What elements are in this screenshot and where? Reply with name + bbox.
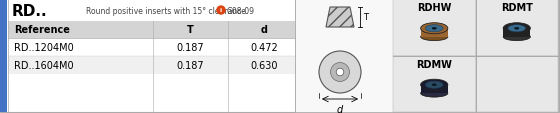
Text: G08-09: G08-09 xyxy=(227,6,255,15)
Text: d: d xyxy=(337,104,343,113)
Ellipse shape xyxy=(421,80,448,91)
Text: RDMW: RDMW xyxy=(416,59,452,69)
Circle shape xyxy=(336,69,344,76)
Ellipse shape xyxy=(508,25,526,33)
FancyBboxPatch shape xyxy=(503,29,530,37)
Text: RD..1604M0: RD..1604M0 xyxy=(14,60,73,70)
Ellipse shape xyxy=(515,28,519,30)
Text: T: T xyxy=(187,25,194,35)
FancyBboxPatch shape xyxy=(421,29,448,37)
Bar xyxy=(8,0,295,22)
FancyBboxPatch shape xyxy=(421,85,448,93)
Bar xyxy=(0,0,7,112)
Text: Reference: Reference xyxy=(14,25,70,35)
Bar xyxy=(8,39,295,56)
Text: RDMT: RDMT xyxy=(501,3,533,13)
Bar xyxy=(393,0,558,112)
Ellipse shape xyxy=(503,24,530,34)
Ellipse shape xyxy=(432,28,436,30)
Bar xyxy=(421,29,448,37)
Ellipse shape xyxy=(503,34,530,41)
Text: 0.472: 0.472 xyxy=(250,43,278,53)
Bar xyxy=(295,0,393,112)
Ellipse shape xyxy=(421,34,448,41)
Circle shape xyxy=(319,52,361,93)
Text: Round positive inserts with 15° clearance.: Round positive inserts with 15° clearanc… xyxy=(86,6,248,15)
Ellipse shape xyxy=(426,25,443,33)
Text: RD..1204M0: RD..1204M0 xyxy=(14,43,74,53)
Text: RDHW: RDHW xyxy=(417,3,451,13)
Polygon shape xyxy=(326,8,354,28)
Circle shape xyxy=(330,63,349,82)
Text: RD..: RD.. xyxy=(12,4,48,18)
Ellipse shape xyxy=(421,24,448,34)
Bar xyxy=(475,0,558,56)
Text: 0.187: 0.187 xyxy=(177,60,204,70)
Bar xyxy=(393,56,475,112)
Circle shape xyxy=(217,7,225,15)
Text: 0.187: 0.187 xyxy=(177,43,204,53)
Bar xyxy=(421,85,448,93)
Bar xyxy=(8,22,295,39)
Text: d: d xyxy=(260,25,268,35)
Bar xyxy=(503,29,530,37)
Text: T: T xyxy=(363,13,368,22)
Bar xyxy=(8,56,295,74)
Ellipse shape xyxy=(432,84,436,86)
Ellipse shape xyxy=(421,90,448,97)
Bar xyxy=(475,56,558,112)
Text: 0.630: 0.630 xyxy=(250,60,278,70)
Text: i: i xyxy=(220,8,222,13)
Bar xyxy=(8,0,295,112)
Ellipse shape xyxy=(426,81,443,89)
Bar xyxy=(393,0,475,56)
